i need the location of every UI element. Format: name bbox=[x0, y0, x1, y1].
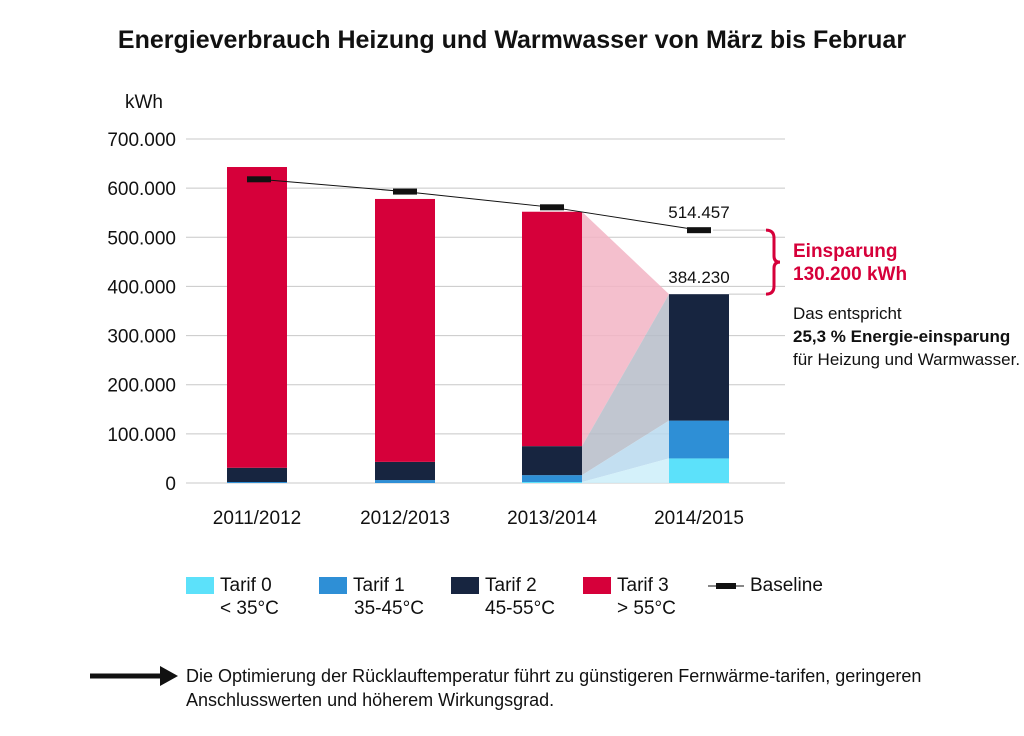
note-bold: 25,3 % Energie-einsparung bbox=[793, 327, 1011, 346]
bar-segment bbox=[522, 211, 582, 447]
connector-band bbox=[582, 211, 669, 447]
y-tick-label: 300.000 bbox=[107, 327, 176, 348]
x-tick-label: 2014/2015 bbox=[654, 508, 744, 529]
bar-segment bbox=[669, 294, 729, 421]
chart-title: Energieverbrauch Heizung und Warmwasser … bbox=[117, 26, 907, 54]
baseline-marker bbox=[540, 204, 564, 211]
x-tick-label: 2011/2012 bbox=[213, 508, 301, 529]
legend-baseline-marker bbox=[716, 583, 736, 589]
arrow-icon bbox=[90, 666, 178, 686]
y-tick-label: 700.000 bbox=[107, 130, 176, 151]
y-tick-label: 500.000 bbox=[107, 228, 176, 249]
baseline bbox=[247, 176, 711, 234]
legend-sublabel: > 55°C bbox=[617, 598, 676, 619]
baseline-line bbox=[258, 178, 700, 231]
baseline-marker bbox=[247, 176, 271, 183]
baseline-marker bbox=[687, 227, 711, 234]
legend-sublabel: 35-45°C bbox=[354, 598, 424, 619]
connector-band bbox=[582, 458, 669, 483]
baseline-value-label: 514.457 bbox=[668, 203, 729, 222]
bars: 2011/2012 2012/2013 2013/2014 2014/2015 bbox=[213, 167, 744, 529]
legend-label: Tarif 1 bbox=[353, 575, 405, 596]
y-tick-label: 600.000 bbox=[107, 179, 176, 200]
bar-segment bbox=[522, 475, 582, 483]
labels: 514.457 384.230 bbox=[668, 203, 781, 296]
y-tick-label: 200.000 bbox=[107, 376, 176, 397]
bar-segment bbox=[375, 198, 435, 462]
savings-value: 130.200 kWh bbox=[793, 264, 908, 285]
savings-note: Einsparung 130.200 kWh Das entspricht 25… bbox=[793, 240, 1023, 371]
y-tick-label: 400.000 bbox=[107, 277, 176, 298]
y-axis-label: kWh bbox=[125, 92, 163, 113]
legend-swatch bbox=[451, 577, 479, 594]
total-value-label: 384.230 bbox=[668, 268, 729, 287]
legend-label: Tarif 3 bbox=[617, 575, 669, 596]
x-tick-label: 2012/2013 bbox=[360, 508, 450, 529]
bar-segment bbox=[227, 467, 287, 483]
legend-sublabel: < 35°C bbox=[220, 598, 279, 619]
bar-segment bbox=[669, 420, 729, 459]
bar-segment bbox=[669, 458, 729, 483]
legend-swatch bbox=[186, 577, 214, 594]
y-tick-label: 0 bbox=[165, 474, 176, 495]
note-line1: Das entspricht bbox=[793, 304, 902, 323]
legend-swatch-baseline bbox=[708, 583, 744, 589]
x-tick-label: 2013/2014 bbox=[507, 508, 597, 529]
savings-brace bbox=[765, 228, 781, 296]
bar-segment bbox=[522, 446, 582, 476]
y-tick-label: 100.000 bbox=[107, 425, 176, 446]
legend-label-baseline: Baseline bbox=[750, 575, 823, 596]
note-rest: für Heizung und Warmwasser. bbox=[793, 350, 1021, 369]
legend-label: Tarif 0 bbox=[220, 575, 272, 596]
connector-band bbox=[582, 420, 669, 483]
footer: Die Optimierung der Rücklauftemperatur f… bbox=[90, 664, 990, 724]
bar-segment bbox=[522, 482, 582, 483]
legend-swatch bbox=[319, 577, 347, 594]
bar-segment bbox=[227, 167, 287, 468]
legend-label: Tarif 2 bbox=[485, 575, 537, 596]
bar-segment bbox=[227, 482, 287, 483]
baseline-marker bbox=[393, 188, 417, 195]
footer-text: Die Optimierung der Rücklauftemperatur f… bbox=[186, 666, 922, 710]
bar-segment bbox=[375, 480, 435, 483]
connectors bbox=[582, 211, 669, 483]
legend-swatch bbox=[583, 577, 611, 594]
bar-segment bbox=[375, 461, 435, 481]
savings-title: Einsparung bbox=[793, 241, 898, 262]
connector-band bbox=[582, 294, 669, 476]
savings-text: Das entspricht 25,3 % Energie-einsparung… bbox=[793, 302, 1023, 371]
legend-sublabel: 45-55°C bbox=[485, 598, 555, 619]
